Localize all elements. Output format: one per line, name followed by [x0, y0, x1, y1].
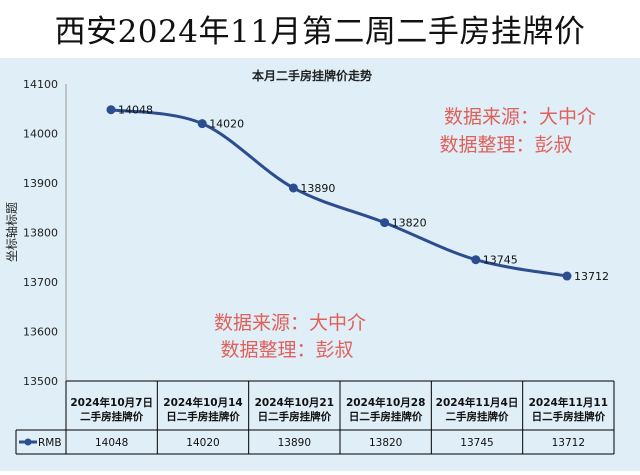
page-title: 西安2024年11月第二周二手房挂牌价 [0, 0, 640, 56]
y-tick-label: 13500 [23, 375, 58, 388]
table-header-cell: 日二手房挂牌价 [166, 410, 240, 423]
series-rmb: 14048 14020 13890 13820 13745 13712 [106, 104, 609, 283]
table-value-cell: 14020 [186, 437, 219, 449]
watermark-bottom: 数据来源：大中介 数据整理：彭叔 [214, 312, 366, 361]
table-value-cell: 14048 [95, 437, 128, 449]
table-header-cell: 2024年10月14 [163, 396, 242, 409]
y-tick-label: 14000 [23, 128, 58, 141]
watermark-source-top: 数据来源：大中介 [444, 106, 596, 128]
watermark-top: 数据来源：大中介 数据整理：彭叔 [439, 106, 596, 156]
data-label: 13820 [392, 217, 427, 230]
table-header-cell: 2024年11月11 [529, 396, 608, 409]
data-point [288, 183, 298, 193]
watermark-source-bottom: 数据来源：大中介 [214, 312, 366, 334]
data-point [380, 218, 390, 228]
table-header-cell: 二手房挂牌价 [446, 410, 509, 423]
legend-label: RMB [38, 437, 62, 449]
table-header-cell: 日二手房挂牌价 [258, 410, 332, 423]
table-value-cell: 13820 [369, 437, 402, 449]
y-tick-label: 13700 [23, 276, 58, 289]
watermark-compiler-top: 数据整理：彭叔 [439, 134, 572, 156]
data-label: 14020 [209, 118, 244, 131]
data-label: 14048 [118, 104, 153, 117]
legend-marker [24, 438, 32, 446]
y-tick-label: 13600 [23, 326, 58, 339]
data-point [197, 119, 207, 129]
table-value-cell: 13745 [460, 437, 493, 449]
y-tick-label: 13800 [23, 227, 58, 240]
chart-title: 本月二手房挂牌价走势 [252, 68, 372, 83]
table-header-cell: 2024年10月7日 [70, 396, 153, 409]
y-axis-title: 坐标轴标题 [4, 202, 19, 262]
watermark-compiler-bottom: 数据整理：彭叔 [220, 339, 353, 361]
data-table: 2024年10月7日二手房挂牌价140482024年10月14日二手房挂牌价14… [15, 380, 615, 455]
table-value-cell: 13890 [278, 437, 311, 449]
y-tick-label: 13900 [23, 177, 58, 190]
table-header-cell: 日二手房挂牌价 [532, 410, 606, 423]
data-point [562, 271, 572, 281]
data-label: 13712 [574, 270, 609, 283]
y-axis-ticks: 13500 13600 13700 13800 13900 14000 14100 [23, 78, 58, 388]
data-point [106, 105, 116, 115]
table-header-cell: 2024年11月4日 [436, 396, 519, 409]
data-label: 13745 [483, 254, 518, 267]
data-label: 13890 [300, 182, 335, 195]
table-header-cell: 2024年10月21 [255, 396, 334, 409]
data-point [471, 255, 481, 265]
line-chart: 本月二手房挂牌价走势 坐标轴标题 13500 13600 13700 13800 139… [4, 68, 615, 455]
series-line [110, 108, 568, 278]
table-value-cell: 13712 [552, 437, 585, 449]
table-header-cell: 日二手房挂牌价 [349, 410, 423, 423]
table-header-cell: 二手房挂牌价 [80, 410, 143, 423]
chart-panel: 本月二手房挂牌价走势 坐标轴标题 13500 13600 13700 13800 139… [0, 58, 640, 471]
table-header-cell: 2024年10月28 [346, 396, 425, 409]
y-tick-label: 14100 [23, 78, 58, 91]
